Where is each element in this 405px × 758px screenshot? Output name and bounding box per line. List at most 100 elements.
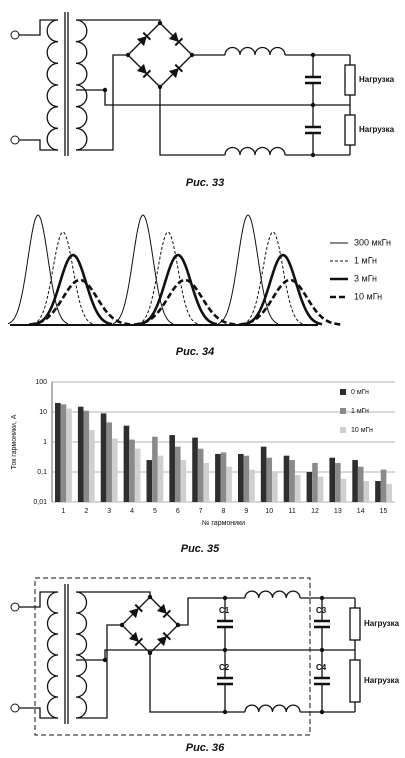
x-tick-label: 8	[222, 508, 226, 515]
junction	[222, 595, 228, 601]
wire	[76, 54, 128, 151]
diode-body	[156, 636, 167, 647]
diode	[128, 603, 144, 619]
load-resistor	[344, 64, 356, 96]
junction	[310, 102, 316, 108]
load-resistor	[349, 607, 361, 641]
bar	[386, 483, 392, 502]
bar	[335, 462, 341, 502]
cap-label: C1	[219, 606, 230, 615]
waveform	[137, 231, 199, 325]
bar	[180, 460, 187, 502]
bar	[220, 452, 227, 502]
diode	[136, 31, 152, 47]
x-tick-label: 10	[265, 508, 273, 515]
bar	[152, 436, 158, 502]
x-tick-label: 12	[311, 508, 319, 515]
wire	[19, 707, 58, 719]
wire	[19, 139, 58, 151]
legend-label: 1 мГн	[354, 255, 377, 265]
junction	[319, 709, 325, 715]
x-tick-label: 15	[380, 508, 388, 515]
bar	[375, 481, 381, 502]
waveform	[217, 214, 279, 325]
bar	[123, 425, 130, 502]
waveform	[28, 278, 132, 326]
bar	[380, 469, 387, 502]
diode-body	[168, 68, 179, 79]
bar	[203, 462, 210, 502]
bar	[134, 448, 141, 502]
bar	[363, 481, 370, 502]
bar	[340, 478, 347, 502]
bar	[197, 448, 204, 502]
diode-body	[136, 63, 147, 74]
bar	[106, 422, 112, 502]
diode-bar	[174, 37, 184, 47]
y-tick-label: 10	[39, 409, 47, 416]
bar	[352, 460, 358, 502]
dashed-frame	[34, 577, 311, 736]
diode-bar	[174, 63, 184, 73]
diode-bar	[142, 69, 152, 79]
inductor	[244, 704, 301, 713]
transformer-coil	[75, 591, 88, 719]
y-tick-label: 100	[35, 379, 47, 386]
x-tick-label: 1	[61, 508, 65, 515]
diode	[168, 63, 184, 79]
terminal	[10, 602, 20, 612]
terminal	[10, 30, 20, 40]
bar	[169, 435, 175, 502]
bar	[289, 460, 295, 502]
y-axis-label: Ток гармоники, А	[11, 414, 18, 469]
legend-label: 10 мГн	[354, 291, 382, 301]
caption: Рис. 34	[176, 346, 215, 358]
x-tick-label: 6	[176, 508, 180, 515]
x-tick-label: 3	[107, 508, 111, 515]
y-tick-label: 0,1	[37, 469, 47, 476]
inductor	[224, 146, 286, 156]
junction	[310, 52, 316, 58]
wire	[76, 19, 161, 23]
diode	[156, 631, 172, 647]
waveform	[138, 253, 218, 326]
cap-label: C3	[316, 606, 327, 615]
diode-bar	[162, 631, 172, 641]
diode-body	[156, 603, 167, 614]
wire	[76, 624, 122, 719]
x-tick-label: 14	[357, 508, 365, 515]
inductor	[224, 46, 286, 56]
waveform	[243, 253, 323, 326]
caption: Рис. 36	[186, 742, 225, 754]
bar	[83, 410, 90, 502]
bar	[226, 466, 232, 502]
load-resistor	[349, 659, 361, 703]
x-tick-label: 13	[334, 508, 342, 515]
legend-label: 10 мГн	[351, 427, 373, 434]
y-tick-label: 1	[43, 439, 47, 446]
junction	[102, 657, 108, 663]
legend-label: 1 мГн	[351, 408, 369, 415]
transformer-coil	[46, 19, 59, 151]
diode	[136, 63, 152, 79]
diode-bar	[142, 31, 152, 41]
bar	[317, 476, 324, 502]
bar	[111, 438, 118, 502]
bar	[157, 455, 164, 502]
bar	[66, 408, 72, 502]
junction	[310, 152, 316, 158]
x-tick-label: 2	[84, 508, 88, 515]
wire	[76, 591, 151, 597]
diode-body	[128, 608, 139, 619]
junction	[319, 647, 325, 653]
legend-label: 300 мкГн	[354, 237, 391, 247]
x-tick-label: 4	[130, 508, 134, 515]
bar	[89, 430, 95, 502]
waveform	[242, 231, 304, 325]
bar	[294, 474, 301, 502]
cap-label: C4	[316, 663, 327, 672]
wire	[178, 597, 245, 626]
bar	[306, 472, 313, 502]
bar	[237, 453, 244, 502]
waveform	[7, 214, 69, 325]
